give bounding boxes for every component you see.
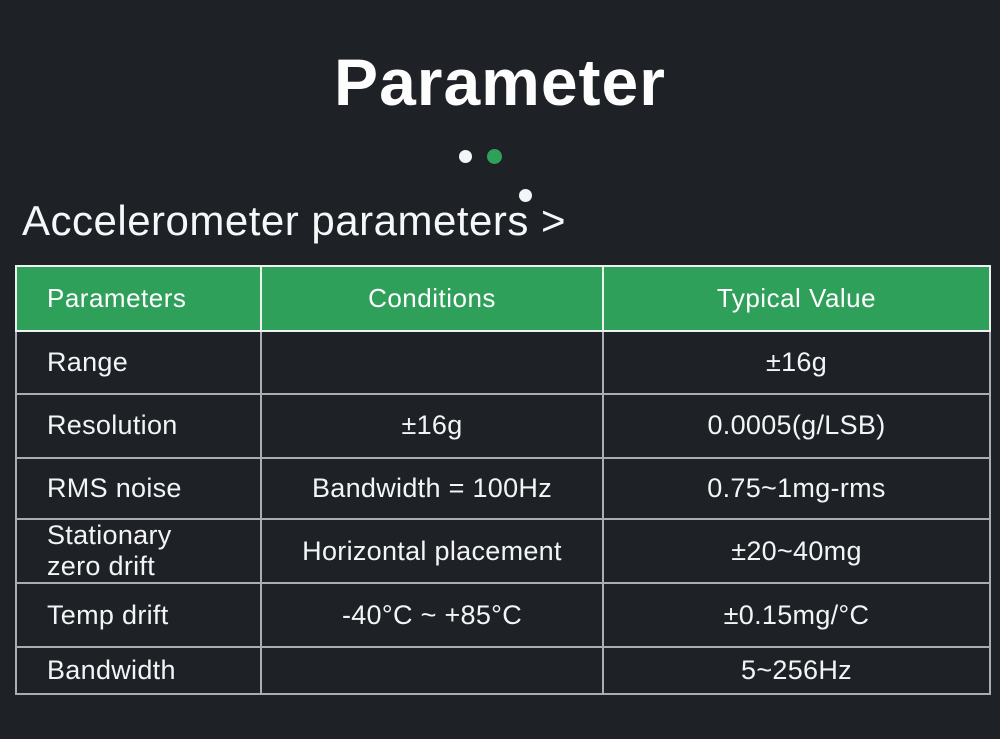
table-row: Stationary zero drift Horizontal placeme… (15, 517, 991, 585)
cell-value: ±20~40mg (602, 517, 991, 585)
table-row: Resolution ±16g 0.0005(g/LSB) (15, 393, 991, 459)
cell-parameter: Range (15, 330, 262, 395)
header-typical-value: Typical Value (602, 265, 991, 332)
page-title: Parameter (334, 45, 666, 119)
cell-value: 5~256Hz (602, 646, 991, 696)
cell-condition: ±16g (260, 393, 604, 459)
cell-condition (260, 330, 604, 395)
table-header-row: Parameters Conditions Typical Value (15, 265, 991, 332)
accelerometer-parameters-table: Parameters Conditions Typical Value Rang… (15, 265, 991, 696)
cell-condition: Bandwidth = 100Hz (260, 457, 604, 520)
decor-dot-green (487, 149, 502, 164)
decor-dot-white-1 (459, 150, 472, 163)
cell-value: 0.75~1mg-rms (602, 457, 991, 520)
cell-value: ±0.15mg/°C (602, 582, 991, 649)
cell-parameter: Stationary zero drift (15, 517, 262, 585)
table-row: Bandwidth 5~256Hz (15, 646, 991, 696)
cell-parameter: Temp drift (15, 582, 262, 649)
cell-condition: Horizontal placement (260, 517, 604, 585)
header-parameters: Parameters (15, 265, 262, 332)
header-conditions: Conditions (260, 265, 604, 332)
decor-dot-white-2 (519, 189, 532, 202)
cell-condition (260, 646, 604, 696)
cell-parameter: RMS noise (15, 457, 262, 520)
table-row: Temp drift -40°C ~ +85°C ±0.15mg/°C (15, 582, 991, 649)
cell-condition: -40°C ~ +85°C (260, 582, 604, 649)
table-row: Range ±16g (15, 330, 991, 395)
cell-value: ±16g (602, 330, 991, 395)
table-row: RMS noise Bandwidth = 100Hz 0.75~1mg-rms (15, 457, 991, 520)
cell-value: 0.0005(g/LSB) (602, 393, 991, 459)
section-heading: Accelerometer parameters > (22, 197, 567, 244)
cell-parameter: Resolution (15, 393, 262, 459)
cell-parameter: Bandwidth (15, 646, 262, 696)
